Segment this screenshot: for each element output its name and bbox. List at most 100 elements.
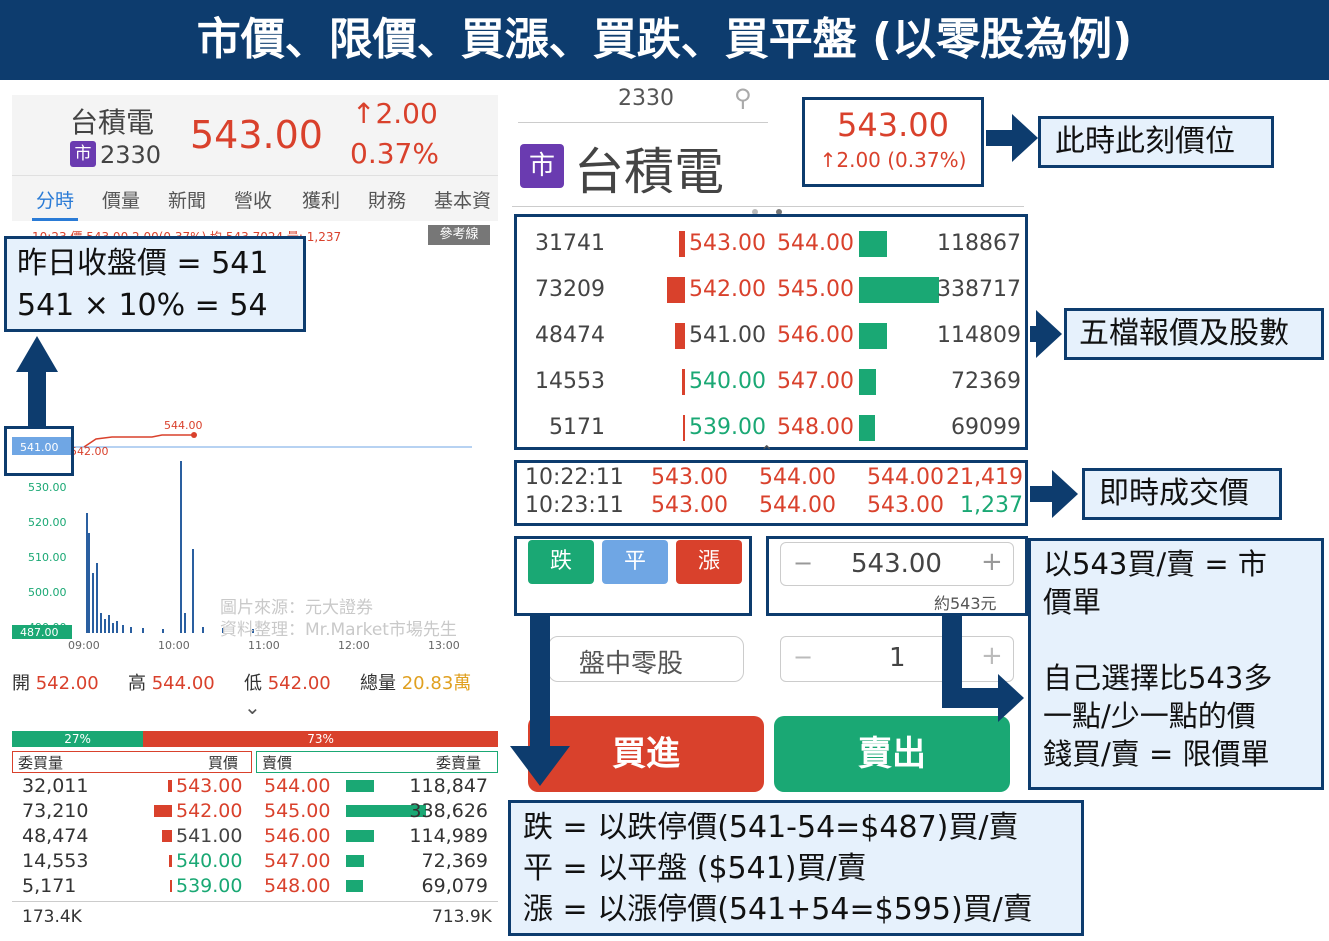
y-tick-label: 510.00 [28,551,67,564]
chevron-down-icon[interactable]: ⌄ [244,695,261,719]
y-tick-label: 500.00 [28,586,67,599]
ask-bar [859,415,875,441]
trade-price: 543.00 [867,493,944,518]
price-hint: 約543元 [934,594,997,613]
ask-qty: 338,626 [409,800,488,822]
ask-qty: 118,847 [409,775,488,797]
note-realtime: 即時成交價 [1082,468,1282,520]
right-trade-panel: 2330 ⚲ 市 台積電 31741 543.00 544.00 118867 7320… [512,84,1032,806]
bid-price: 540.00 [689,369,766,394]
bid-qty: 5171 [549,415,605,440]
ask-bar [859,231,887,257]
arrow-right-icon [1012,114,1038,162]
note-price-now: 此時此刻價位 [1038,116,1274,168]
ref-price-tag-bg [12,437,72,455]
ask-price: 548.00 [777,415,854,440]
quantity-input[interactable]: 1 [889,643,906,673]
bid-qty: 73209 [535,277,605,302]
bid-price: 541.00 [176,825,243,847]
bid-price: 539.00 [689,415,766,440]
limit-up-button[interactable]: 漲 [676,540,742,584]
bid-bar [683,415,685,441]
tab-revenue[interactable]: 營收 [234,190,273,212]
ask-qty: 72,369 [421,850,488,872]
market-badge-large: 市 [520,144,564,188]
chevron-up-icon[interactable]: ⌃ [760,442,774,461]
high-price: 544.00 [151,673,215,694]
current-price: 543.00 [837,106,949,144]
arrow-right-icon [1036,310,1062,358]
price-input[interactable]: 543.00 [851,549,942,579]
ask-qty: 69,079 [421,875,488,897]
volume-bar [142,628,144,633]
x-tick-label: 11:00 [248,639,280,652]
ask-bar [346,880,363,892]
volume-bar [116,621,118,633]
ask-bar [346,780,374,792]
trade-volume: 21,419 [946,465,1023,490]
left-change: ↑2.00 [352,97,438,130]
volume-bar [92,573,94,633]
ask-bar [859,369,876,395]
tab-profit[interactable]: 獲利 [302,190,341,212]
volume-bar [88,533,90,633]
right-stock-name: 台積電 [574,143,724,201]
ask-qty: 114809 [937,323,1021,348]
market-badge: 市 [70,141,96,167]
trade-bid: 543.00 [651,493,728,518]
ref-price-highlight [4,426,74,476]
bid-qty: 73,210 [22,800,89,822]
trade-time: 10:22:11 [525,465,624,490]
ask-price: 548.00 [264,875,331,897]
arrow-right-icon [998,674,1024,722]
low-price: 542.00 [267,673,331,694]
price-dot [191,432,197,438]
reference-line-toggle[interactable]: 參考線 [428,225,490,245]
bid-bar [667,277,685,303]
flat-button[interactable]: 平 [602,540,668,584]
session-select[interactable]: 盤中零股 [548,636,744,682]
bid-price: 543.00 [176,775,243,797]
tab-price-volume[interactable]: 價量 [102,190,141,212]
volume-bar [112,623,114,633]
tab-intraday[interactable]: 分時 [36,190,75,212]
bid-qty: 14553 [535,369,605,394]
chart-watermark-source: 圖片來源：元大證券 [220,598,373,618]
orderbook-row: 32,011 543.00 544.00 118,847 [12,775,498,800]
x-tick-label: 10:00 [158,639,190,652]
y-tick-label: 520.00 [28,516,67,529]
volume-bar [184,613,186,633]
search-icon[interactable]: ⚲ [734,84,752,112]
arrow-up-icon: ↑ [819,148,837,172]
bid-bar [682,369,685,395]
ask-qty: 72369 [951,369,1021,394]
tab-finance[interactable]: 財務 [368,190,407,212]
qty-minus-icon[interactable]: − [793,643,814,671]
x-tick-label: 09:00 [68,639,100,652]
bid-price: 539.00 [176,875,243,897]
trade-ask: 544.00 [759,493,836,518]
current-price-box: 543.00 ↑2.00 (0.37%) [802,97,984,187]
qty-plus-icon[interactable]: + [981,641,1003,671]
bid-qty: 48,474 [22,825,89,847]
minus-icon[interactable]: − [793,549,814,577]
ask-price: 546.00 [264,825,331,847]
bid-qty: 14,553 [22,850,89,872]
volume-bar [122,625,124,633]
search-code[interactable]: 2330 [618,86,674,111]
tab-basic[interactable]: 基本資 [434,190,492,212]
limit-down-button[interactable]: 跌 [528,540,594,584]
arrow-down-head [510,746,570,786]
ask-bar [346,855,364,867]
volume-bar [130,627,132,633]
bid-bar [154,805,172,817]
plus-icon[interactable]: + [981,547,1003,577]
low-tag-bg [12,625,72,639]
tab-news[interactable]: 新聞 [168,190,207,212]
bid-price: 541.00 [689,323,766,348]
sell-button[interactable]: 賣出 [774,716,1010,792]
trade-bid: 543.00 [651,465,728,490]
orderbook-row: 14,553 540.00 547.00 72,369 [12,850,498,875]
price-stepper: − 543.00 + [780,542,1014,586]
volume-bar [100,613,102,633]
